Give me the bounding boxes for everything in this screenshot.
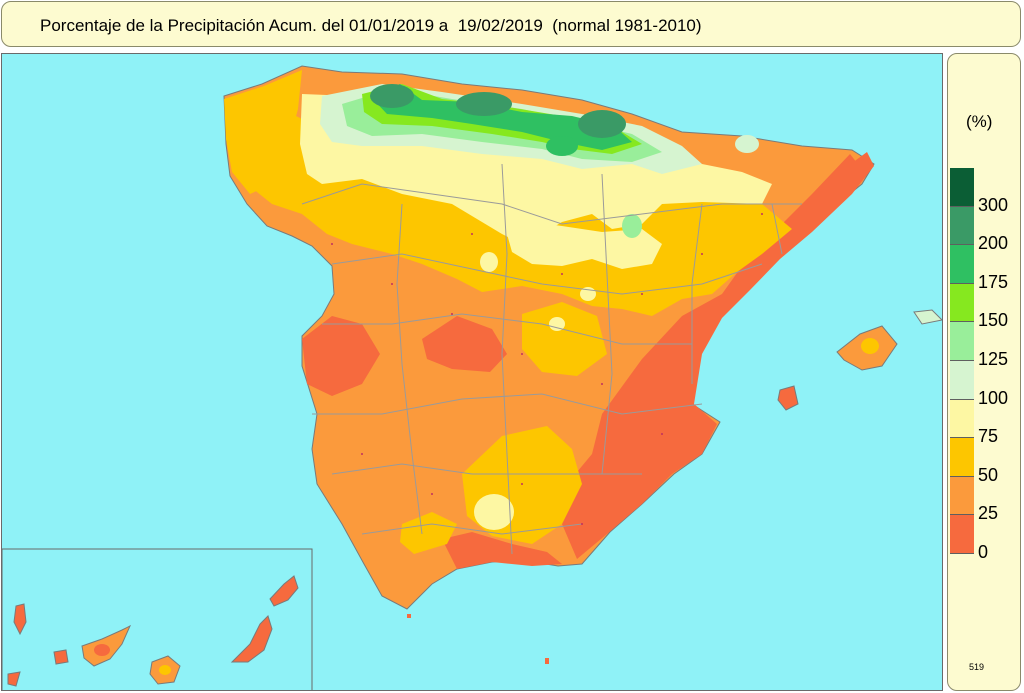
canary-el-hierro xyxy=(7,671,21,687)
legend-label-125: 125 xyxy=(978,349,1009,369)
legend-label-100: 100 xyxy=(978,387,1009,408)
legend-swatch-25 xyxy=(950,476,974,516)
melilla-mark xyxy=(545,658,549,664)
zone-cantabria-200-mid xyxy=(456,92,512,116)
mallorca-interior xyxy=(861,338,879,354)
legend-swatch-75 xyxy=(950,399,974,439)
legend-label-50: 50 xyxy=(978,464,999,485)
zone-duero-pale xyxy=(507,222,662,269)
menorca-island xyxy=(913,309,942,325)
province-boundaries xyxy=(301,163,802,555)
legend-label-300: 300 xyxy=(978,194,1009,215)
canary-lanzarote xyxy=(269,575,299,607)
zone-catalonia-low xyxy=(782,154,864,244)
legend-label-200: 200 xyxy=(978,233,1009,254)
map-title: Porcentaje de la Precipitación Acum. del… xyxy=(40,16,702,35)
zone-andalusia-pale xyxy=(474,494,514,530)
legend-label-175: 175 xyxy=(978,271,1009,292)
canary-gran-canaria-core xyxy=(159,665,171,675)
zone-cantabria-175 xyxy=(370,84,632,150)
map-panel xyxy=(1,53,943,691)
legend-swatch-100 xyxy=(950,361,974,400)
station-dots xyxy=(331,213,763,525)
legend-swatch-125 xyxy=(950,322,974,361)
legend-label-0: 0 xyxy=(978,542,989,562)
canary-la-palma xyxy=(13,603,27,636)
zone-galicia-mid xyxy=(224,70,302,194)
legend-panel: (%) 300 200 175 150 125 100 75 50 25 0 519 xyxy=(947,53,1021,691)
legend-label-75: 75 xyxy=(978,426,999,447)
zone-pyrenees-100 xyxy=(735,135,759,153)
zone-burgos-pale xyxy=(480,252,498,272)
legend-label-25: 25 xyxy=(978,503,999,524)
map-code: 519 xyxy=(969,662,985,672)
legend-swatch-150 xyxy=(950,283,974,323)
title-bar: Porcentaje de la Precipitación Acum. del… xyxy=(1,1,1021,47)
ibiza-island xyxy=(777,385,799,411)
zone-southwest-mid xyxy=(400,512,457,554)
precipitation-map xyxy=(2,65,942,690)
canary-la-gomera xyxy=(53,649,69,665)
zone-south-low xyxy=(442,532,562,569)
zone-cantabria-200-east xyxy=(578,110,626,138)
zone-east-low xyxy=(562,152,874,559)
zone-cantabria-green xyxy=(546,136,578,156)
legend-swatch-0 xyxy=(950,515,974,554)
canary-tenerife-core xyxy=(94,644,110,656)
legend-swatch-200 xyxy=(950,206,974,246)
zone-west-low xyxy=(302,316,380,396)
legend-label-150: 150 xyxy=(978,310,1009,331)
legend-swatch-50 xyxy=(950,438,974,477)
canary-fuerteventura xyxy=(230,615,273,663)
legend-unit: (%) xyxy=(966,112,993,131)
zone-center-mid xyxy=(522,302,607,376)
zone-madrid-pale xyxy=(549,317,565,331)
legend-swatch-300 xyxy=(950,168,974,207)
legend-swatch-175 xyxy=(950,245,974,284)
zone-center-low xyxy=(422,316,507,372)
ceuta-mark xyxy=(407,614,411,618)
canary-inset-frame xyxy=(2,548,313,690)
zone-cantabria-200-west xyxy=(370,84,414,108)
zone-soria-green xyxy=(622,214,642,238)
